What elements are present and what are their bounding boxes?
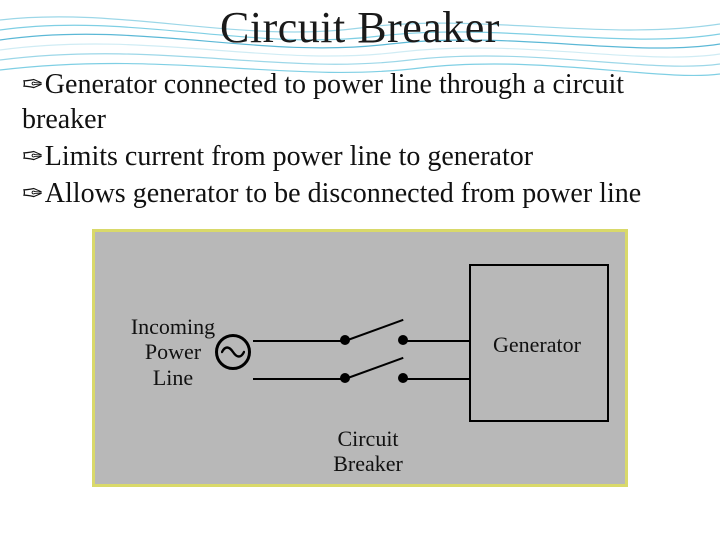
bullet-text: Limits current from power line to genera… [45, 141, 533, 172]
terminal-dot [340, 373, 350, 383]
circuit-diagram: IncomingPowerLine Generator CircuitBreak… [92, 229, 628, 487]
bullet-item: ✑Generator connected to power line throu… [22, 67, 698, 137]
generator-box [469, 264, 609, 422]
wire-bottom-left [253, 378, 345, 380]
bullet-icon: ✑ [22, 140, 44, 173]
bullet-text: Generator connected to power line throug… [22, 69, 624, 135]
bullet-item: ✑Limits current from power line to gener… [22, 139, 698, 174]
terminal-dot [398, 373, 408, 383]
slide-title: Circuit Breaker [22, 2, 698, 53]
wire-top-left [253, 340, 345, 342]
label-breaker: CircuitBreaker [313, 426, 423, 477]
terminal-dot [340, 335, 350, 345]
terminal-dot [398, 335, 408, 345]
bullet-list: ✑Generator connected to power line throu… [22, 67, 698, 211]
wire-top-right [403, 340, 469, 342]
bullet-text: Allows generator to be disconnected from… [45, 178, 641, 209]
ac-source-icon [215, 334, 251, 370]
bullet-icon: ✑ [22, 177, 44, 210]
bullet-icon: ✑ [22, 68, 44, 101]
bullet-item: ✑Allows generator to be disconnected fro… [22, 176, 698, 211]
switch-arm [345, 357, 404, 380]
wire-bottom-right [403, 378, 469, 380]
slide-content: Circuit Breaker ✑Generator connected to … [0, 2, 720, 487]
switch-arm [345, 319, 404, 342]
diagram-canvas: IncomingPowerLine Generator CircuitBreak… [95, 232, 625, 484]
